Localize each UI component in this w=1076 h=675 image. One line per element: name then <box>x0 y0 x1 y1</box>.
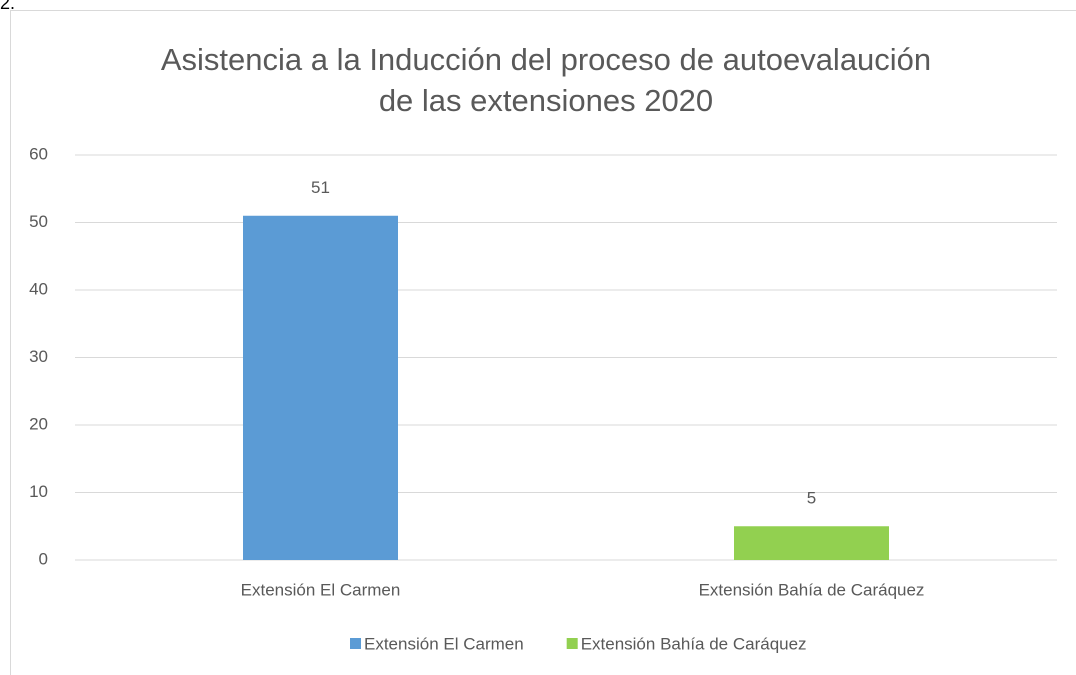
data-label: 51 <box>311 178 330 197</box>
caption: 2. <box>0 0 15 13</box>
chart-title: Asistencia a la Inducción del proceso de… <box>161 42 931 77</box>
x-tick-label: Extensión Bahía de Caráquez <box>699 580 925 599</box>
legend-swatch <box>350 638 361 649</box>
legend-label: Extensión El Carmen <box>364 634 524 653</box>
data-label: 5 <box>807 489 816 508</box>
legend-swatch <box>566 638 578 649</box>
y-tick-label: 0 <box>39 549 48 568</box>
y-tick-label: 10 <box>29 482 48 501</box>
x-tick-label: Extensión El Carmen <box>241 580 401 599</box>
bar <box>734 526 889 560</box>
y-tick-label: 60 <box>29 144 48 163</box>
y-tick-label: 20 <box>29 414 48 433</box>
legend-label: Extensión Bahía de Caráquez <box>581 634 807 653</box>
chart-border <box>10 10 1076 675</box>
y-tick-label: 50 <box>29 212 48 231</box>
bar <box>243 215 398 560</box>
y-tick-label: 40 <box>29 279 48 298</box>
chart-title: de las extensiones 2020 <box>379 83 713 118</box>
y-tick-label: 30 <box>29 347 48 366</box>
